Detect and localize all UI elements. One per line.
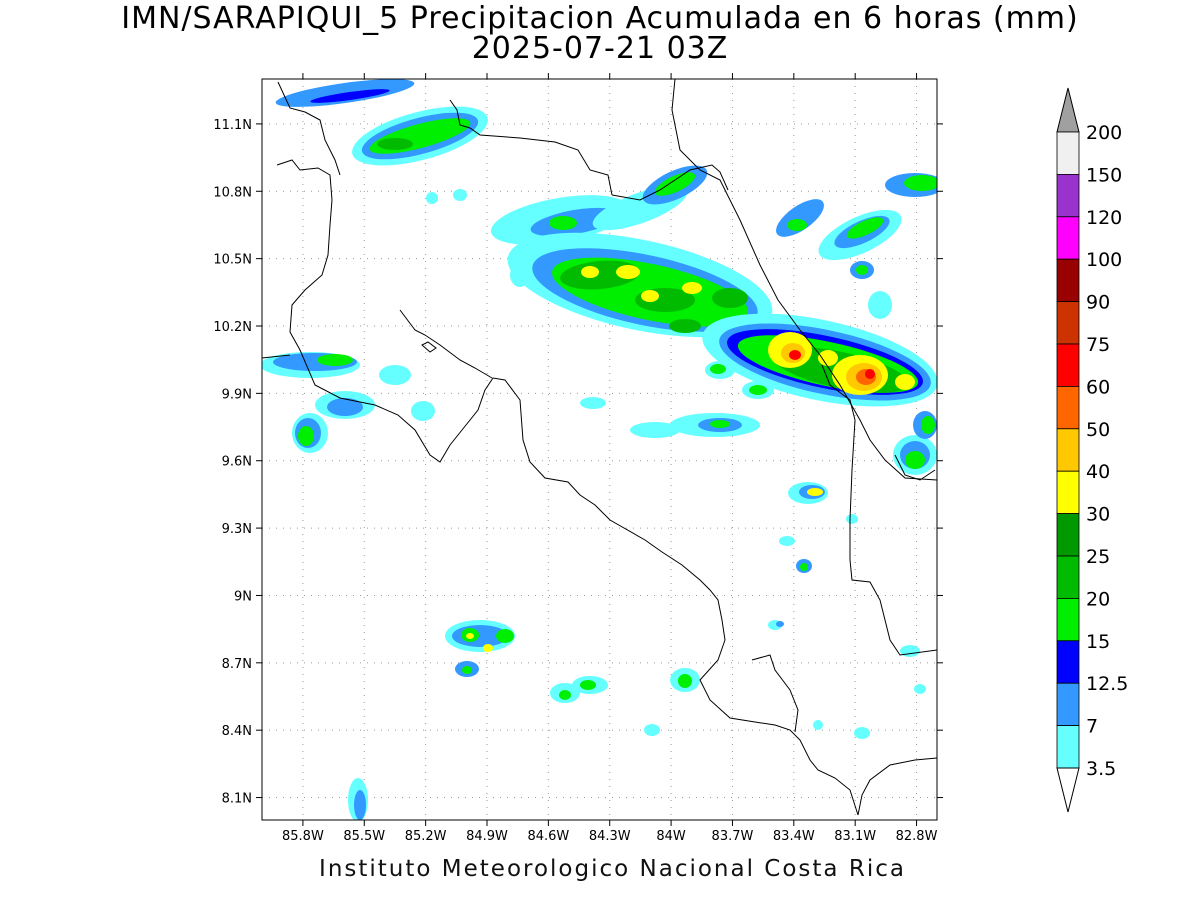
lon-tick-label: 84.3W: [589, 829, 631, 844]
colorbar-label: 12.5: [1086, 673, 1128, 695]
colorbar-swatch: [1056, 301, 1080, 345]
colorbar-swatch: [1056, 513, 1080, 557]
lon-tick-label: 83.4W: [773, 829, 815, 844]
map-gridlines: [262, 79, 937, 820]
lon-tick-label: 83.1W: [834, 829, 876, 844]
colorbar-label: 30: [1086, 504, 1110, 526]
lat-tick-label: 9N: [234, 589, 252, 604]
lat-tick-label: 9.9N: [222, 387, 252, 402]
lon-tick-label: 84W: [656, 829, 686, 844]
colorbar-swatch: [1056, 173, 1080, 218]
map-title: IMN/SARAPIQUI_5 Precipitacion Acumulada …: [121, 1, 1079, 36]
colorbar-under-triangle: [1056, 767, 1080, 813]
colorbar-swatch: [1056, 555, 1080, 599]
colorbar-swatch: [1056, 216, 1080, 260]
colorbar-label: 20: [1086, 588, 1110, 610]
colorbar-label: 7: [1086, 716, 1098, 738]
colorbar-swatch: [1056, 131, 1080, 175]
colorbar-label: 120: [1086, 207, 1122, 229]
latitude-axis: 11.1N 10.8N 10.5N 10.2N 9.9N 9.6N 9.3N 9N 8.7N 8.…: [213, 118, 943, 807]
lon-tick-label: 85.5W: [343, 829, 385, 844]
lat-tick-label: 10.5N: [213, 253, 252, 268]
colorbar-label: 50: [1086, 419, 1110, 441]
lon-tick-label: 83.7W: [712, 829, 754, 844]
colorbar-swatch: [1056, 343, 1080, 387]
colorbar-label: 90: [1086, 292, 1110, 314]
lat-tick-label: 10.8N: [213, 185, 252, 200]
coastline: [262, 79, 937, 816]
lat-tick-label: 11.1N: [213, 118, 252, 133]
colorbar-label: 100: [1086, 249, 1122, 271]
lat-tick-label: 9.3N: [222, 522, 252, 537]
colorbar-swatch: [1056, 598, 1080, 642]
colorbar-swatch: [1056, 385, 1080, 430]
colorbar-label: 40: [1086, 461, 1110, 483]
lat-tick-label: 10.2N: [213, 320, 252, 335]
colorbar-label: 60: [1086, 376, 1110, 398]
colorbar-label: 200: [1086, 122, 1122, 144]
lat-tick-label: 8.7N: [222, 657, 252, 672]
lon-tick-label: 85.8W: [282, 829, 324, 844]
map-frame-background: [262, 79, 937, 820]
longitude-axis: 85.8W 85.5W 85.2W 84.9W 84.6W 84.3W 84W 83.7W 83…: [282, 73, 938, 844]
lon-tick-label: 84.9W: [466, 829, 508, 844]
lon-tick-label: 85.2W: [405, 829, 447, 844]
colorbar-label: 15: [1086, 631, 1110, 653]
lat-tick-label: 8.4N: [222, 724, 252, 739]
colorbar-over-triangle: [1056, 87, 1080, 133]
lat-tick-label: 9.6N: [222, 455, 252, 470]
precip-cells: [262, 79, 937, 820]
colorbar-swatch: [1056, 258, 1080, 303]
lon-tick-label: 82.8W: [896, 829, 938, 844]
colorbar-swatch: [1056, 640, 1080, 684]
lat-tick-label: 8.1N: [222, 792, 252, 807]
footer-credit: Instituto Meteorologico Nacional Costa R…: [319, 856, 906, 882]
map-valid-time: 2025-07-21 03Z: [471, 31, 729, 66]
colorbar-legend: 200 150 120 100 90 75 60 50 40 30 25 20 15 12.5 7 3.5: [1056, 87, 1128, 813]
colorbar-swatch: [1056, 682, 1080, 727]
colorbar-swatch: [1056, 428, 1080, 472]
map-frame: [261, 78, 938, 821]
colorbar-label: 150: [1086, 164, 1122, 186]
colorbar-label: 75: [1086, 334, 1110, 356]
colorbar-swatch: [1056, 725, 1080, 769]
colorbar-label: 25: [1086, 546, 1110, 568]
colorbar-label: 3.5: [1086, 758, 1116, 780]
colorbar-swatch: [1056, 470, 1080, 515]
lon-tick-label: 84.6W: [527, 829, 569, 844]
